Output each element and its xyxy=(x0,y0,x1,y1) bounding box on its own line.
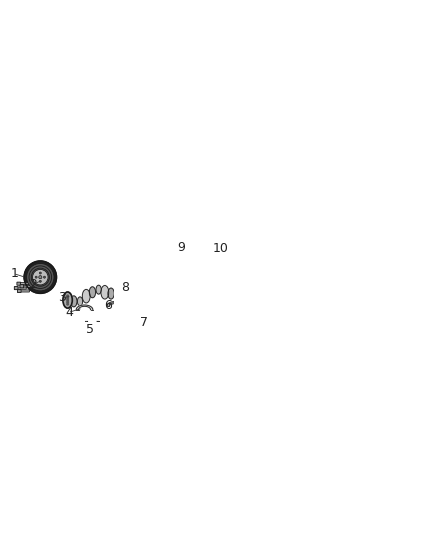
Circle shape xyxy=(186,283,189,286)
Ellipse shape xyxy=(101,286,109,299)
Text: 10: 10 xyxy=(213,242,229,255)
Ellipse shape xyxy=(221,256,224,259)
Circle shape xyxy=(67,301,68,303)
Ellipse shape xyxy=(31,268,49,286)
FancyBboxPatch shape xyxy=(159,264,163,270)
Ellipse shape xyxy=(63,292,72,308)
Ellipse shape xyxy=(163,243,211,290)
Circle shape xyxy=(186,248,189,251)
Text: 9: 9 xyxy=(177,241,185,254)
Ellipse shape xyxy=(32,270,48,285)
FancyBboxPatch shape xyxy=(14,287,18,289)
Text: 5: 5 xyxy=(86,322,94,336)
Polygon shape xyxy=(76,305,93,310)
Polygon shape xyxy=(85,321,99,325)
Ellipse shape xyxy=(108,288,114,299)
Text: 7: 7 xyxy=(140,316,148,329)
Ellipse shape xyxy=(217,257,220,260)
Ellipse shape xyxy=(29,266,52,288)
Ellipse shape xyxy=(96,285,101,294)
FancyBboxPatch shape xyxy=(17,282,21,285)
FancyBboxPatch shape xyxy=(20,285,24,288)
Ellipse shape xyxy=(24,261,57,293)
FancyBboxPatch shape xyxy=(18,289,21,293)
Polygon shape xyxy=(131,318,145,321)
Circle shape xyxy=(198,278,201,280)
Text: 1: 1 xyxy=(11,267,18,280)
Ellipse shape xyxy=(181,260,194,273)
Circle shape xyxy=(67,295,68,297)
Polygon shape xyxy=(138,316,153,320)
Ellipse shape xyxy=(221,261,225,263)
Circle shape xyxy=(67,297,68,299)
Ellipse shape xyxy=(157,237,217,297)
Ellipse shape xyxy=(172,252,202,282)
Ellipse shape xyxy=(170,249,205,285)
Circle shape xyxy=(198,253,201,255)
Circle shape xyxy=(43,276,46,278)
Ellipse shape xyxy=(219,253,223,255)
Ellipse shape xyxy=(184,263,191,270)
Circle shape xyxy=(39,272,41,274)
FancyBboxPatch shape xyxy=(18,290,29,292)
Circle shape xyxy=(67,300,68,301)
Circle shape xyxy=(173,278,176,280)
FancyBboxPatch shape xyxy=(21,285,32,287)
Ellipse shape xyxy=(133,278,138,286)
Ellipse shape xyxy=(138,278,146,291)
Polygon shape xyxy=(117,298,132,303)
Ellipse shape xyxy=(78,297,83,306)
Text: 2: 2 xyxy=(29,278,37,291)
Circle shape xyxy=(204,265,206,268)
Circle shape xyxy=(67,303,68,305)
Ellipse shape xyxy=(217,262,221,265)
Text: 3: 3 xyxy=(59,291,67,304)
FancyBboxPatch shape xyxy=(18,282,29,285)
FancyBboxPatch shape xyxy=(15,287,26,289)
Text: 4: 4 xyxy=(65,306,73,319)
Text: 6: 6 xyxy=(104,300,112,312)
Ellipse shape xyxy=(115,289,120,298)
Circle shape xyxy=(168,265,171,268)
Ellipse shape xyxy=(82,289,90,303)
Ellipse shape xyxy=(71,296,77,307)
Ellipse shape xyxy=(89,287,95,298)
Ellipse shape xyxy=(127,279,133,290)
Ellipse shape xyxy=(161,240,214,293)
Text: 8: 8 xyxy=(121,280,129,294)
Circle shape xyxy=(35,276,37,278)
Circle shape xyxy=(39,276,42,279)
Polygon shape xyxy=(107,302,122,306)
Ellipse shape xyxy=(120,281,127,295)
Ellipse shape xyxy=(146,284,150,286)
Ellipse shape xyxy=(64,293,71,307)
Ellipse shape xyxy=(145,280,152,291)
Ellipse shape xyxy=(27,263,54,291)
Ellipse shape xyxy=(215,254,219,256)
Circle shape xyxy=(173,253,176,255)
Circle shape xyxy=(39,280,41,282)
